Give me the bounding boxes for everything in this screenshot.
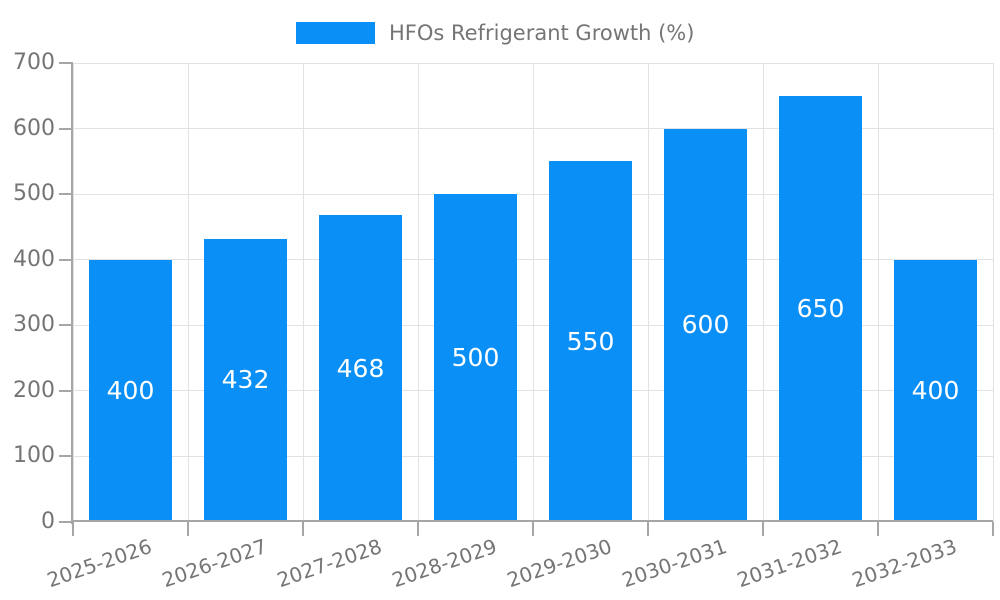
bar-value-label: 432 [221, 365, 270, 395]
bar-2030-2031[interactable] [664, 128, 747, 522]
y-axis-tick [59, 127, 73, 130]
v-gridline [647, 63, 649, 522]
y-tick-label: 0 [41, 509, 55, 534]
y-axis-tick [59, 455, 73, 458]
bar-value-label: 468 [336, 353, 385, 383]
v-gridline [762, 63, 764, 522]
x-axis-tick [762, 522, 764, 536]
v-gridline [532, 63, 534, 522]
y-axis-tick [59, 62, 73, 64]
legend-swatch [296, 22, 375, 44]
v-gridline [992, 63, 994, 522]
legend[interactable]: HFOs Refrigerant Growth (%) [296, 21, 694, 45]
bar-2028-2029[interactable] [434, 194, 517, 522]
y-axis-tick [59, 258, 73, 261]
y-axis-tick [59, 324, 73, 327]
y-tick-label: 400 [13, 246, 55, 272]
y-axis-line [71, 63, 73, 524]
legend-label: HFOs Refrigerant Growth (%) [389, 21, 695, 45]
x-axis-tick [72, 522, 74, 536]
x-axis-tick [877, 522, 879, 536]
bar-2031-2032[interactable] [779, 95, 862, 522]
x-axis-line [71, 520, 993, 522]
x-axis-tick [187, 522, 189, 536]
v-gridline [877, 63, 879, 522]
y-axis-tick [59, 389, 73, 392]
y-axis-tick [59, 193, 73, 196]
bar-value-label: 600 [681, 310, 730, 340]
y-tick-label: 200 [13, 377, 55, 403]
bar-2027-2028[interactable] [319, 215, 402, 522]
v-gridline [302, 63, 304, 522]
y-tick-label: 700 [13, 50, 55, 75]
x-axis-tick [302, 522, 304, 536]
y-tick-label: 500 [13, 181, 55, 207]
bar-2026-2027[interactable] [204, 238, 287, 522]
bar-2029-2030[interactable] [549, 161, 632, 522]
bar-value-label: 650 [796, 293, 845, 323]
y-tick-label: 300 [13, 312, 55, 338]
y-tick-label: 600 [13, 115, 55, 141]
bar-value-label: 500 [451, 343, 500, 373]
y-axis-tick [59, 521, 73, 523]
bar-value-label: 400 [106, 375, 155, 405]
x-axis-tick [417, 522, 419, 536]
bar-2032-2033[interactable] [894, 259, 977, 522]
v-gridline [187, 63, 189, 522]
x-axis-tick [992, 522, 994, 536]
bar-value-label: 400 [911, 375, 960, 405]
y-tick-label: 100 [13, 443, 55, 469]
bar-2025-2026[interactable] [89, 259, 172, 522]
bar-value-label: 550 [566, 326, 615, 356]
v-gridline [417, 63, 419, 522]
v-gridline [72, 63, 74, 522]
x-axis-tick [532, 522, 534, 536]
x-axis-tick [647, 522, 649, 536]
